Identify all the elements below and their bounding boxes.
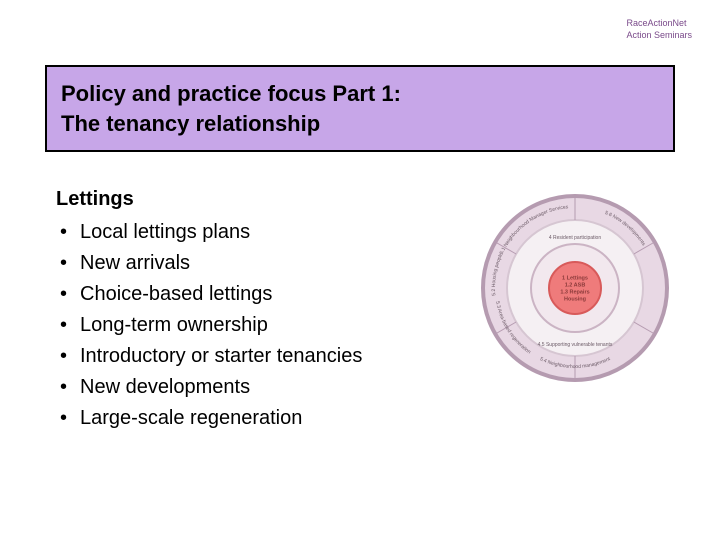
title-line-2: The tenancy relationship [61,111,320,136]
slide-title-box: Policy and practice focus Part 1: The te… [45,65,675,152]
svg-text:4.5 Supporting vulnerable tena: 4.5 Supporting vulnerable tenants [538,342,613,348]
svg-text:Housing: Housing [564,297,586,303]
ring-diagram-svg: 5.1 Neighbourhood Manager Services5.2 Ho… [470,190,680,385]
slide-title: Policy and practice focus Part 1: The te… [61,79,659,138]
list-item: Long-term ownership [56,310,426,341]
logo-line1: RaceActionNet [626,18,692,30]
list-item: Choice-based lettings [56,279,426,310]
svg-text:1.2 ASB: 1.2 ASB [565,283,586,289]
list-item: New developments [56,372,426,403]
svg-text:4 Resident participation: 4 Resident participation [549,235,601,241]
list-item: Introductory or starter tenancies [56,341,426,372]
list-item: New arrivals [56,248,426,279]
svg-text:1 Lettings: 1 Lettings [562,276,588,282]
title-line-1: Policy and practice focus Part 1: [61,81,401,106]
content-block: Lettings Local lettings plans New arriva… [56,188,426,434]
svg-text:1.3 Repairs: 1.3 Repairs [560,290,589,296]
list-item: Local lettings plans [56,217,426,248]
bullet-list: Local lettings plans New arrivals Choice… [56,217,426,434]
brand-logo: RaceActionNet Action Seminars [626,18,692,41]
content-subhead: Lettings [56,188,426,211]
ring-diagram: 5.1 Neighbourhood Manager Services5.2 Ho… [470,190,680,385]
logo-line2: Action Seminars [626,30,692,42]
list-item: Large-scale regeneration [56,403,426,434]
